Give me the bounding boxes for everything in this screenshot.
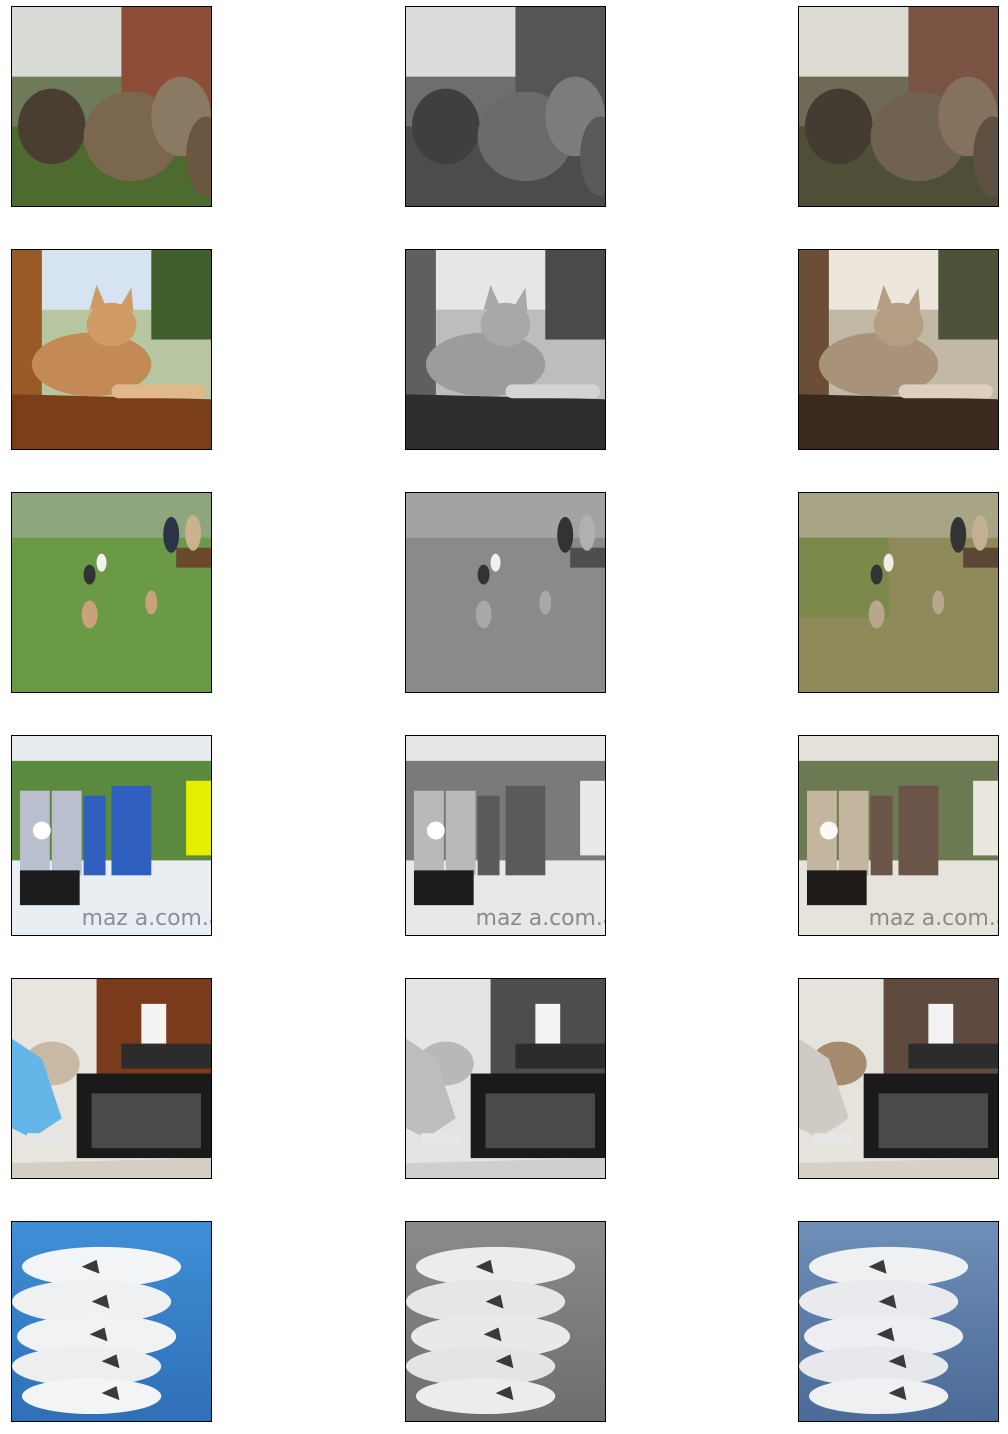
dogs-original-image bbox=[11, 492, 212, 693]
jets-colorized-image bbox=[798, 1221, 999, 1422]
cat-grayscale-image bbox=[405, 249, 606, 450]
oven-colorized-image bbox=[798, 978, 999, 1179]
svg-text:maz a.com.au: maz a.com.au bbox=[82, 906, 211, 931]
sheep-colorized-image bbox=[798, 6, 999, 207]
svg-text:maz a.com.au: maz a.com.au bbox=[476, 906, 605, 931]
jets-grayscale-image bbox=[405, 1221, 606, 1422]
soccer-grayscale-image: maz a.com.au bbox=[405, 735, 606, 936]
oven-grayscale-image bbox=[405, 978, 606, 1179]
jets-original-image bbox=[11, 1221, 212, 1422]
oven-original-image bbox=[11, 978, 212, 1179]
dogs-colorized-image bbox=[798, 492, 999, 693]
dogs-grayscale-image bbox=[405, 492, 606, 693]
soccer-colorized-image: maz a.com.au bbox=[798, 735, 999, 936]
soccer-original-image: maz a.com.au bbox=[11, 735, 212, 936]
sheep-grayscale-image bbox=[405, 6, 606, 207]
cat-colorized-image bbox=[798, 249, 999, 450]
sheep-original-image bbox=[11, 6, 212, 207]
cat-original-image bbox=[11, 249, 212, 450]
svg-text:maz a.com.au: maz a.com.au bbox=[869, 906, 998, 931]
